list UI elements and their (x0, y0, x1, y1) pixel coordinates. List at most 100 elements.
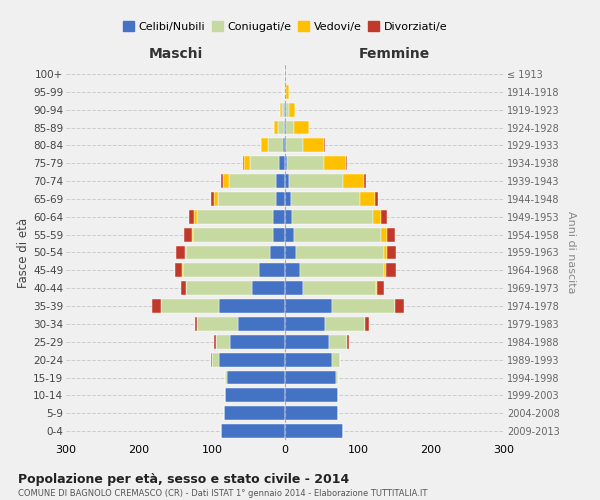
Bar (285, 299, 332, 313)
Bar (286, 102, 289, 117)
Bar (252, 281, 285, 295)
Bar (377, 281, 384, 295)
Bar (182, 264, 183, 278)
Bar (194, 210, 197, 224)
Bar (284, 85, 285, 99)
Bar (302, 138, 325, 152)
Bar (325, 317, 365, 331)
Bar (212, 352, 220, 366)
Bar (181, 281, 187, 295)
Bar (285, 424, 343, 438)
Bar (238, 317, 285, 331)
Bar (285, 174, 289, 188)
Bar (278, 120, 284, 134)
Bar (183, 264, 259, 278)
Bar (271, 246, 285, 260)
Bar (285, 264, 299, 278)
Bar (285, 335, 329, 349)
Bar (215, 335, 230, 349)
Bar (221, 174, 223, 188)
Bar (197, 317, 238, 331)
Y-axis label: Fasce di età: Fasce di età (17, 218, 30, 288)
Bar (274, 228, 285, 241)
Bar (227, 370, 285, 384)
Bar (303, 281, 376, 295)
Bar (279, 156, 285, 170)
Bar (296, 246, 383, 260)
Bar (193, 228, 274, 241)
Bar (292, 210, 373, 224)
Bar (284, 102, 285, 117)
Bar (294, 228, 382, 241)
Bar (285, 406, 338, 420)
Bar (185, 246, 187, 260)
Bar (346, 156, 347, 170)
Bar (332, 352, 340, 366)
Bar (184, 228, 191, 241)
Bar (282, 102, 284, 117)
Bar (285, 102, 286, 117)
Bar (289, 102, 295, 117)
Bar (286, 138, 302, 152)
Legend: Celibi/Nubili, Coniugati/e, Vedovi/e, Divorziati/e: Celibi/Nubili, Coniugati/e, Vedovi/e, Di… (119, 18, 451, 35)
Bar (383, 264, 386, 278)
Bar (161, 299, 220, 313)
Bar (223, 174, 229, 188)
Bar (220, 352, 285, 366)
Text: Femmine: Femmine (359, 48, 430, 62)
Bar (286, 85, 289, 99)
Bar (285, 156, 287, 170)
Bar (386, 264, 396, 278)
Bar (242, 156, 244, 170)
Bar (343, 174, 364, 188)
Bar (261, 138, 268, 152)
Bar (375, 192, 379, 206)
Bar (382, 228, 387, 241)
Bar (214, 335, 215, 349)
Bar (214, 192, 218, 206)
Bar (299, 264, 383, 278)
Bar (285, 85, 286, 99)
Bar (195, 317, 197, 331)
Bar (268, 138, 283, 152)
Bar (285, 281, 303, 295)
Text: Maschi: Maschi (148, 48, 203, 62)
Bar (274, 210, 285, 224)
Bar (373, 210, 382, 224)
Bar (332, 299, 395, 313)
Text: COMUNE DI BAGNOLO CREMASCO (CR) - Dati ISTAT 1° gennaio 2014 - Elaborazione TUTT: COMUNE DI BAGNOLO CREMASCO (CR) - Dati I… (18, 489, 427, 498)
Bar (283, 138, 285, 152)
Bar (295, 120, 309, 134)
Bar (276, 192, 285, 206)
Bar (323, 156, 346, 170)
Bar (280, 102, 282, 117)
Bar (285, 352, 332, 366)
Bar (221, 424, 285, 438)
Bar (175, 264, 182, 278)
Bar (218, 192, 276, 206)
Bar (285, 120, 286, 134)
Bar (191, 228, 193, 241)
Bar (197, 210, 274, 224)
Bar (285, 228, 294, 241)
Bar (347, 335, 349, 349)
Bar (220, 299, 285, 313)
Bar (224, 406, 285, 420)
Bar (176, 246, 185, 260)
Bar (229, 174, 276, 188)
Bar (284, 120, 285, 134)
Bar (285, 210, 292, 224)
Text: Popolazione per età, sesso e stato civile - 2014: Popolazione per età, sesso e stato civil… (18, 472, 349, 486)
Bar (383, 246, 387, 260)
Bar (289, 174, 343, 188)
Bar (382, 210, 387, 224)
Bar (285, 67, 286, 81)
Bar (285, 370, 336, 384)
Bar (360, 192, 375, 206)
Bar (187, 246, 271, 260)
Bar (211, 352, 212, 366)
Bar (250, 156, 279, 170)
Bar (387, 246, 396, 260)
Bar (230, 335, 285, 349)
Y-axis label: Anni di nascita: Anni di nascita (566, 211, 576, 294)
